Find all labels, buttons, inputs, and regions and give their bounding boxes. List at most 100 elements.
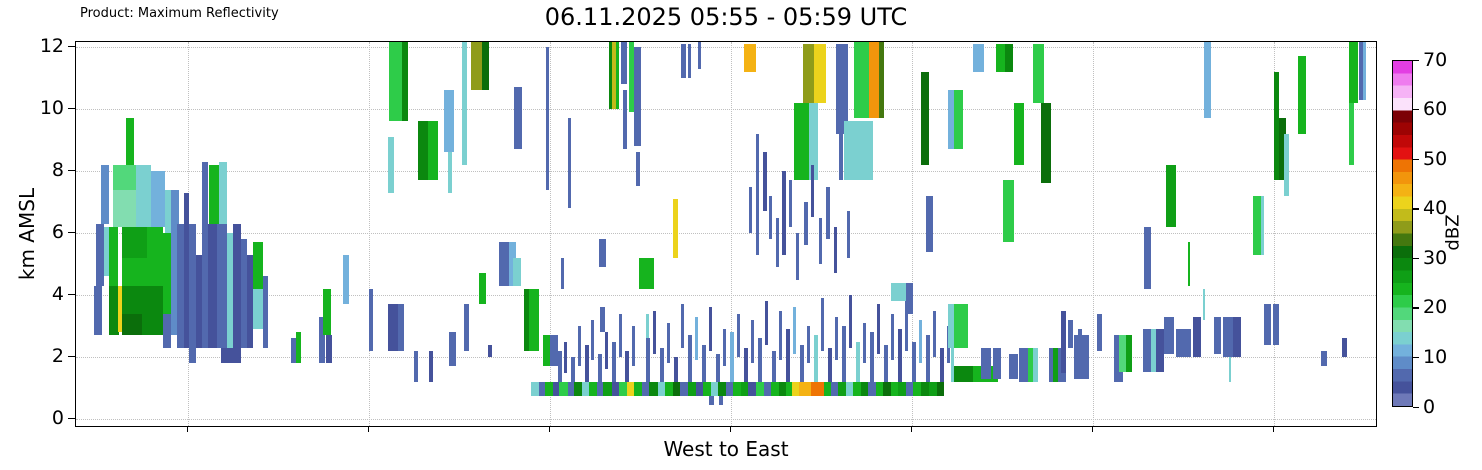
reflectivity-segment — [861, 381, 868, 396]
reflectivity-segment — [545, 381, 553, 396]
reflectivity-segment — [1005, 43, 1013, 72]
reflectivity-segment — [653, 310, 656, 354]
reflectivity-segment — [786, 381, 792, 396]
reflectivity-segment — [814, 43, 826, 103]
reflectivity-segment — [929, 381, 937, 396]
reflectivity-segment — [1164, 316, 1174, 354]
reflectivity-segment — [202, 161, 208, 348]
reflectivity-segment — [104, 226, 111, 277]
reflectivity-segment — [703, 381, 711, 396]
reflectivity-segment — [514, 87, 522, 150]
colorbar-tick-mark — [1413, 356, 1419, 359]
reflectivity-segment — [711, 381, 718, 396]
reflectivity-segment — [869, 42, 879, 119]
reflectivity-segment — [891, 313, 894, 361]
reflectivity-segment — [388, 136, 394, 193]
reflectivity-segment — [844, 121, 873, 181]
x-tick-mark — [368, 427, 370, 432]
reflectivity-segment — [758, 338, 762, 382]
reflectivity-segment — [113, 189, 136, 227]
reflectivity-segment — [558, 350, 562, 382]
reflectivity-segment — [122, 226, 147, 258]
reflectivity-segment — [147, 226, 163, 286]
reflectivity-segment — [660, 347, 664, 382]
reflectivity-segment — [937, 381, 944, 396]
reflectivity-segment — [772, 350, 776, 382]
reflectivity-segment — [913, 381, 921, 396]
y-gridline — [76, 295, 1376, 296]
reflectivity-segment — [726, 381, 733, 396]
reflectivity-segment — [696, 381, 703, 396]
reflectivity-segment — [811, 381, 824, 396]
reflectivity-segment — [853, 381, 861, 396]
colorbar-tick-label: 10 — [1423, 345, 1448, 368]
reflectivity-segment — [291, 338, 296, 364]
colorbar-tick-label: 70 — [1423, 48, 1448, 71]
colorbar-tick-label: 60 — [1423, 98, 1448, 121]
colorbar-tick-label: 0 — [1423, 395, 1436, 418]
reflectivity-segment — [870, 332, 874, 382]
reflectivity-segment — [550, 335, 558, 367]
reflectivity-segment — [954, 90, 963, 150]
y-gridline — [76, 419, 1376, 420]
reflectivity-segment — [1193, 316, 1201, 357]
y-tick-label: 4 — [51, 282, 64, 305]
reflectivity-segment — [589, 381, 597, 396]
reflectivity-segment — [636, 152, 640, 187]
reflectivity-segment — [779, 310, 782, 361]
reflectivity-segment — [247, 254, 253, 348]
reflectivity-segment — [800, 344, 804, 382]
reflectivity-segment — [1342, 338, 1347, 357]
reflectivity-segment — [698, 42, 701, 69]
reflectivity-segment — [793, 307, 796, 354]
reflectivity-segment — [208, 223, 217, 348]
reflectivity-segment — [877, 304, 880, 354]
reflectivity-segment — [847, 211, 850, 258]
reflectivity-segment — [1053, 347, 1058, 382]
reflectivity-segment — [1253, 195, 1261, 255]
reflectivity-segment — [658, 381, 665, 396]
reflectivity-segment — [221, 347, 233, 364]
reflectivity-segment — [1033, 43, 1044, 103]
reflectivity-segment — [388, 304, 398, 351]
reflectivity-segment — [716, 353, 720, 382]
reflectivity-segment — [559, 381, 568, 396]
reflectivity-segment — [809, 102, 818, 181]
reflectivity-segment — [737, 313, 740, 357]
reflectivity-segment — [609, 42, 612, 109]
reflectivity-segment — [1279, 118, 1286, 181]
reflectivity-segment — [621, 42, 627, 85]
reflectivity-segment — [1143, 329, 1151, 373]
reflectivity-segment — [1273, 304, 1279, 345]
reflectivity-segment — [836, 43, 848, 134]
x-tick-mark — [187, 427, 189, 432]
reflectivity-segment — [665, 381, 673, 396]
reflectivity-segment — [1097, 313, 1102, 351]
reflectivity-segment — [639, 257, 654, 289]
reflectivity-segment — [1349, 42, 1358, 103]
reflectivity-segment — [1166, 164, 1176, 227]
reflectivity-segment — [688, 381, 696, 396]
reflectivity-segment — [876, 381, 883, 396]
reflectivity-segment — [600, 307, 605, 333]
reflectivity-segment — [513, 257, 521, 286]
reflectivity-segment — [839, 133, 843, 181]
reflectivity-segment — [884, 344, 888, 382]
reflectivity-segment — [632, 326, 635, 367]
reflectivity-segment — [578, 326, 581, 367]
reflectivity-segment — [184, 192, 189, 348]
colorbar-tick-mark — [1413, 208, 1419, 210]
reflectivity-segment — [1298, 56, 1306, 134]
y-gridline — [76, 233, 1376, 234]
reflectivity-segment — [196, 254, 202, 348]
reflectivity-segment — [585, 344, 589, 382]
reflectivity-segment — [921, 71, 929, 165]
reflectivity-segment — [954, 366, 973, 382]
reflectivity-segment — [933, 310, 936, 357]
reflectivity-segment — [444, 90, 454, 153]
reflectivity-segment — [568, 118, 571, 209]
reflectivity-segment — [879, 42, 884, 119]
reflectivity-segment — [482, 42, 489, 91]
reflectivity-segment — [799, 381, 811, 396]
reflectivity-segment — [398, 304, 404, 351]
